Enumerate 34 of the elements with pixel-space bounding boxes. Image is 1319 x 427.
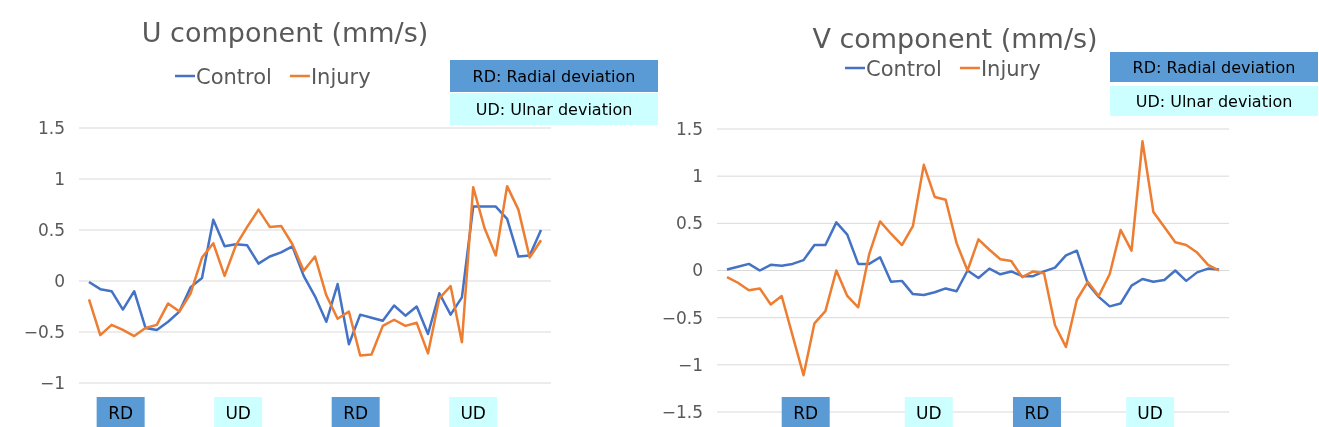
annotation: RD (793, 403, 819, 423)
y-tick-label: 0.5 (37, 219, 65, 240)
text: UD: Ulnar deviation (1135, 92, 1293, 111)
line-series (725, 221, 1221, 308)
text: RD (108, 403, 134, 423)
text: RD: Radial deviation (472, 67, 636, 86)
y-tick-label: 1 (692, 166, 703, 187)
y-tick-label: −1 (39, 372, 65, 393)
y-tick-label: 1.5 (37, 117, 65, 138)
legend-label: Injury (310, 65, 371, 89)
y-tick-label: 0 (54, 270, 65, 291)
legend-label: Control (196, 65, 272, 89)
y-tick-label: −0.5 (23, 321, 65, 342)
annotation: UD (915, 403, 942, 423)
annotation: RD (1024, 403, 1050, 423)
chart-title: U component (mm/s) (141, 17, 429, 48)
y-tick-label: 1.5 (675, 118, 703, 139)
line-series (87, 184, 543, 357)
y-tick-label: 0 (692, 260, 703, 281)
legend-label: Control (866, 57, 942, 81)
y-tick-label: 0.5 (675, 213, 703, 234)
legend-label: Injury (980, 57, 1041, 81)
line-series (725, 140, 1221, 377)
y-tick-label: 1 (54, 168, 65, 189)
text: RD: Radial deviation (1132, 58, 1296, 77)
text: UD: Ulnar deviation (475, 100, 633, 119)
chart-title: V component (mm/s) (812, 23, 1098, 54)
annotation: UD (1137, 403, 1163, 423)
y-tick-label: −1 (677, 354, 703, 375)
text: UD (460, 403, 486, 423)
text: RD (343, 403, 369, 423)
y-tick-label: −1.5 (661, 401, 703, 422)
y-tick-label: −0.5 (661, 307, 703, 328)
text: UD (225, 403, 251, 423)
